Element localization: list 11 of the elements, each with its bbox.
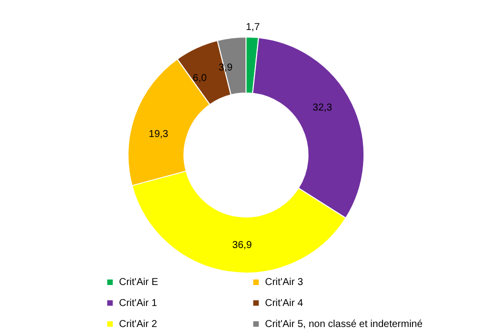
data-label: 32,3 bbox=[312, 102, 333, 114]
data-label: 1,7 bbox=[246, 22, 260, 34]
legend-label: Crit'Air 1 bbox=[119, 298, 158, 309]
legend-label: Crit'Air 2 bbox=[119, 319, 158, 330]
legend-label: Crit'Air 3 bbox=[265, 277, 304, 288]
legend-label: Crit'Air 4 bbox=[265, 298, 304, 309]
data-label: 6,0 bbox=[192, 72, 208, 84]
legend-label: Crit'Air 5, non classé et indeterminé bbox=[265, 319, 423, 330]
data-label: 36,9 bbox=[232, 240, 252, 251]
data-label: 19,3 bbox=[148, 128, 169, 140]
legend-label: Crit'Air E bbox=[119, 277, 158, 288]
